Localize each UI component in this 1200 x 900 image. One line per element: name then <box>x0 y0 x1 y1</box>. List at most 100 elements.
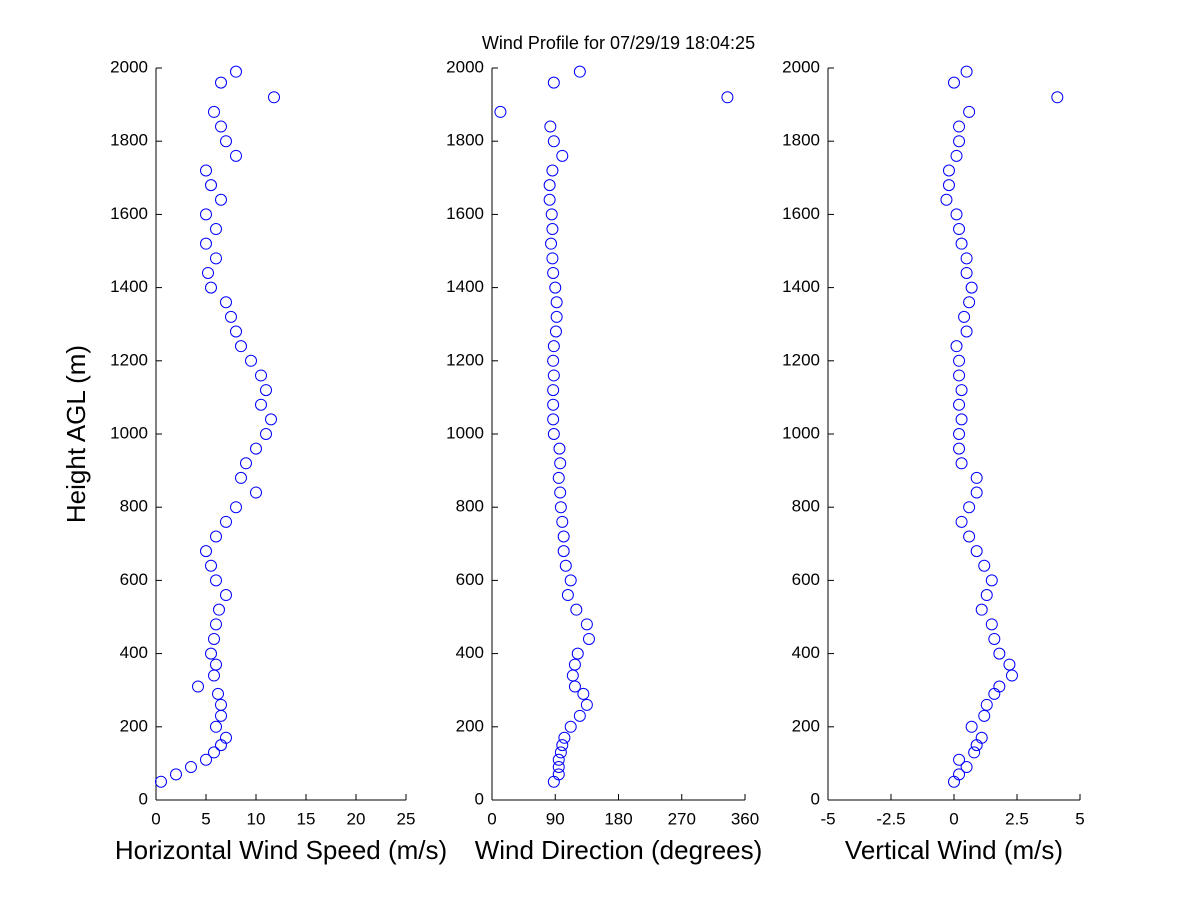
point <box>975 731 988 744</box>
point <box>573 65 586 78</box>
y-tick-label: 1800 <box>110 131 148 150</box>
y-tick-label: 600 <box>792 570 820 589</box>
point <box>235 471 247 484</box>
point <box>953 135 966 148</box>
point <box>570 603 583 616</box>
point <box>942 164 955 177</box>
point <box>212 687 224 700</box>
point <box>205 179 217 192</box>
point <box>200 208 212 221</box>
y-tick-label: 800 <box>120 497 148 516</box>
point <box>547 413 560 426</box>
x-tick-label: -5 <box>820 809 835 828</box>
point <box>993 647 1006 660</box>
point <box>545 208 558 221</box>
x-tick-label: 0 <box>487 809 496 828</box>
point <box>953 428 966 440</box>
y-tick-label: 1000 <box>446 423 484 442</box>
point <box>552 471 565 484</box>
y-tick-label: 1600 <box>110 204 148 223</box>
point <box>985 618 998 631</box>
y-tick-label: 200 <box>456 716 484 735</box>
point <box>948 775 960 788</box>
y-tick-label: 400 <box>792 643 820 662</box>
point <box>577 687 590 700</box>
point <box>1051 91 1064 104</box>
point <box>556 149 569 162</box>
point <box>210 252 222 265</box>
point <box>546 164 559 177</box>
point <box>940 193 953 206</box>
point <box>556 515 569 528</box>
point <box>1003 658 1016 671</box>
point <box>552 768 565 781</box>
point <box>549 281 562 294</box>
y-tick-label: 2000 <box>446 57 484 76</box>
y-tick-label: 1400 <box>446 277 484 296</box>
y-tick-label: 1200 <box>110 350 148 369</box>
point <box>953 442 966 455</box>
point <box>948 76 960 89</box>
point <box>580 698 593 711</box>
point <box>552 753 565 766</box>
point <box>200 164 212 177</box>
point <box>544 120 557 133</box>
point <box>260 428 272 440</box>
x-tick-label: 2.5 <box>1005 809 1029 828</box>
y-tick-label: 400 <box>120 643 148 662</box>
x-tick-label: 15 <box>297 809 316 828</box>
point <box>557 530 570 543</box>
point <box>202 266 214 279</box>
point <box>554 486 567 499</box>
y-tick-label: 1800 <box>446 131 484 150</box>
point <box>192 680 204 693</box>
point <box>955 384 968 397</box>
y-tick-label: 0 <box>811 789 820 808</box>
point <box>953 120 966 133</box>
point <box>205 559 217 572</box>
point <box>970 486 983 499</box>
point <box>210 530 222 543</box>
point <box>250 486 262 499</box>
point <box>208 105 220 118</box>
point <box>547 76 560 89</box>
point <box>571 647 584 660</box>
y-tick-label: 1800 <box>782 131 820 150</box>
point <box>170 768 182 781</box>
point <box>547 398 560 411</box>
point <box>220 135 232 148</box>
y-tick-label: 2000 <box>782 57 820 76</box>
point <box>265 413 277 426</box>
point <box>955 457 968 470</box>
x-tick-label: 5 <box>201 809 210 828</box>
point <box>955 413 968 426</box>
point <box>582 632 595 645</box>
point <box>210 574 222 587</box>
point <box>213 603 225 616</box>
x-tick-label: 360 <box>731 809 759 828</box>
y-tick-label: 800 <box>792 497 820 516</box>
point <box>220 296 232 309</box>
point <box>553 442 566 455</box>
point <box>208 746 220 759</box>
point <box>988 632 1001 645</box>
point <box>547 354 560 367</box>
point <box>564 720 577 733</box>
point <box>494 105 507 118</box>
chart-title: Wind Profile for 07/29/19 18:04:25 <box>482 33 755 53</box>
point <box>953 753 966 766</box>
point <box>561 589 574 602</box>
point <box>547 369 560 382</box>
x-tick-label: 270 <box>668 809 696 828</box>
point <box>942 179 955 192</box>
point <box>543 179 556 192</box>
point <box>963 296 976 309</box>
point <box>235 340 247 353</box>
point <box>205 281 217 294</box>
point <box>215 76 227 89</box>
point <box>978 559 991 572</box>
y-tick-label: 200 <box>792 716 820 735</box>
point <box>210 720 222 733</box>
x-axis-label: Vertical Wind (m/s) <box>845 835 1063 865</box>
point <box>200 753 212 766</box>
